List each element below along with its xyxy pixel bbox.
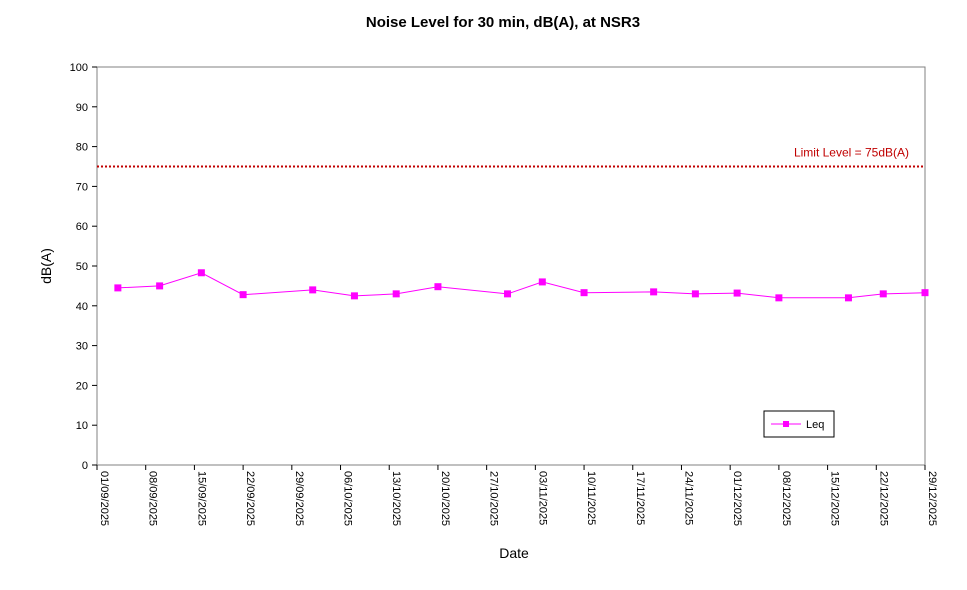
data-point — [921, 289, 929, 297]
legend: Leq — [763, 410, 835, 438]
data-point — [156, 282, 164, 290]
limit-label: Limit Level = 75dB(A) — [794, 146, 909, 160]
y-axis-label: dB(A) — [38, 248, 54, 284]
y-tick-label: 40 — [76, 301, 88, 313]
legend-label: Leq — [806, 419, 824, 431]
x-tick-label: 01/09/2025 — [98, 471, 110, 526]
data-point — [844, 294, 852, 302]
x-tick-label: 22/12/2025 — [877, 471, 889, 526]
data-point — [691, 290, 699, 298]
reference-line-layer: Limit Level = 75dB(A) — [97, 146, 925, 168]
x-axis-label: Date — [499, 545, 529, 561]
x-tick-label: 17/11/2025 — [634, 471, 646, 525]
y-tick-label: 70 — [76, 181, 88, 193]
x-tick-label: 27/10/2025 — [488, 471, 500, 526]
data-point — [392, 290, 400, 298]
axes-layer: 0 10 20 30 40 50 60 70 80 90 100 01/09/2025 08/09/20… — [70, 62, 938, 526]
plot-area — [96, 66, 926, 466]
x-tick-label: 22/09/2025 — [244, 471, 256, 526]
chart-title: Noise Level for 30 min, dB(A), at NSR3 — [366, 14, 640, 31]
data-point — [879, 290, 887, 298]
x-tick-label: 06/10/2025 — [342, 471, 354, 526]
legend-marker — [783, 421, 789, 427]
x-tick-label: 08/12/2025 — [780, 471, 792, 526]
y-tick-label: 10 — [76, 420, 88, 432]
series-layer — [114, 269, 929, 302]
x-tick-label: 29/09/2025 — [293, 471, 305, 526]
x-tick-label: 13/10/2025 — [390, 471, 402, 526]
y-tick-label: 90 — [76, 102, 88, 114]
series-line-leq — [117, 272, 926, 299]
y-tick-label: 30 — [76, 341, 88, 353]
x-tick-label: 10/11/2025 — [585, 471, 597, 525]
data-point — [197, 269, 205, 277]
data-point — [733, 289, 741, 297]
x-tick-label: 15/09/2025 — [195, 471, 207, 526]
y-tick-label: 0 — [82, 460, 88, 472]
y-tick-label: 50 — [76, 261, 88, 273]
data-point — [580, 289, 588, 297]
data-point — [239, 291, 247, 299]
data-point — [538, 278, 546, 286]
data-point — [350, 292, 358, 300]
x-tick-label: 08/09/2025 — [147, 471, 159, 526]
y-tick-label: 20 — [76, 380, 88, 392]
x-tick-label: 20/10/2025 — [439, 471, 451, 526]
y-tick-label: 60 — [76, 221, 88, 233]
data-point — [504, 290, 512, 298]
x-tick-label: 29/12/2025 — [926, 471, 938, 526]
x-tick-label: 01/12/2025 — [731, 471, 743, 526]
y-tick-label: 100 — [70, 62, 88, 74]
data-point — [650, 288, 658, 296]
data-point — [434, 283, 442, 291]
x-tick-label: 24/11/2025 — [682, 471, 694, 525]
x-tick-label: 15/12/2025 — [829, 471, 841, 526]
x-tick-label: 03/11/2025 — [536, 471, 548, 525]
y-tick-label: 80 — [76, 142, 88, 154]
data-point — [114, 284, 122, 292]
data-point — [775, 294, 783, 302]
data-point — [309, 286, 317, 294]
